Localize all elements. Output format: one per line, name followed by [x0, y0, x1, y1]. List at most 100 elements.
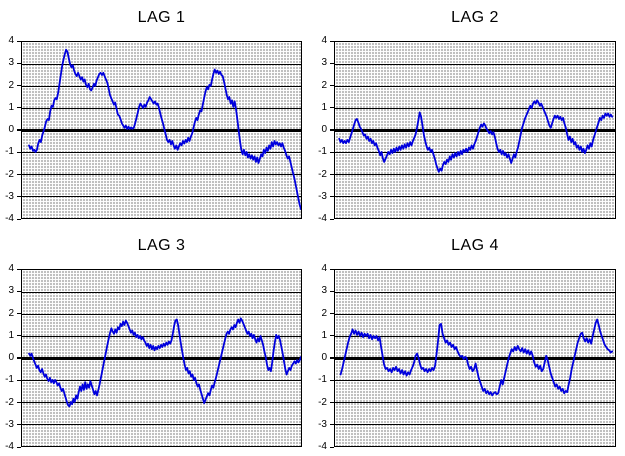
gridline — [22, 107, 301, 109]
y-tick-mark — [17, 357, 21, 359]
gridline — [22, 173, 301, 175]
y-tick-label: -3 — [318, 190, 327, 202]
y-tick-mark — [17, 196, 21, 198]
plot-area — [334, 41, 616, 219]
gridline — [22, 335, 301, 337]
y-tick-label: -2 — [5, 396, 14, 408]
y-tick-mark — [17, 446, 21, 448]
series-line-chart — [338, 99, 614, 173]
chart-panel-lag-4: LAG 4 4 3 2 1 0 -1 -2 -3 -4 — [313, 228, 625, 456]
y-tick-mark — [330, 62, 334, 64]
y-tick-label: -2 — [318, 396, 327, 408]
series-line-chart — [28, 317, 301, 408]
plot-area — [21, 269, 302, 447]
gridline — [22, 85, 301, 87]
y-tick-mark — [17, 402, 21, 403]
chart-panel-lag-2: LAG 2 4 3 2 1 0 -1 -2 -3 -4 — [313, 0, 625, 228]
y-tick-mark — [17, 129, 21, 131]
y-tick-label: 2 — [8, 79, 14, 91]
y-tick-label: 4 — [321, 263, 327, 274]
y-tick-mark — [330, 40, 334, 42]
y-tick-label: 0 — [321, 352, 327, 363]
chart-title-lag-4: LAG 4 — [451, 237, 499, 254]
chart-title-lag-3: LAG 3 — [137, 237, 186, 254]
y-tick-mark — [17, 85, 21, 86]
y-tick-mark — [330, 151, 334, 153]
plot-wrapper: 4 3 2 1 0 -1 -2 -3 -4 — [313, 263, 625, 452]
y-tick-mark — [330, 129, 334, 131]
gridline — [22, 63, 301, 65]
gridline — [335, 173, 615, 175]
zero-line — [22, 356, 301, 360]
gridline — [335, 423, 615, 425]
y-tick-label: 4 — [8, 263, 14, 274]
gridline — [335, 85, 615, 87]
y-tick-mark — [330, 196, 334, 198]
y-axis: 4 3 2 1 0 -1 -2 -3 -4 — [0, 35, 21, 224]
gridline — [22, 313, 301, 315]
y-tick-label: -2 — [5, 168, 14, 180]
y-tick-label: 1 — [8, 329, 14, 341]
y-tick-label: 2 — [8, 307, 14, 319]
y-tick-mark — [17, 62, 21, 64]
y-tick-mark — [330, 402, 334, 403]
plot-wrapper: 4 3 2 1 0 -1 -2 -3 -4 — [0, 35, 311, 224]
chart-panel-lag-3: LAG 3 4 3 2 1 0 -1 -2 -3 -4 — [0, 228, 311, 456]
y-tick-mark — [330, 218, 334, 220]
y-tick-mark — [330, 174, 334, 175]
zero-line — [335, 356, 615, 360]
gridline — [335, 195, 615, 197]
y-axis: 4 3 2 1 0 -1 -2 -3 -4 — [0, 263, 21, 452]
y-tick-mark — [17, 424, 21, 426]
gridline — [22, 423, 301, 425]
y-tick-mark — [330, 357, 334, 359]
y-tick-label: 3 — [321, 285, 327, 297]
y-tick-mark — [17, 290, 21, 292]
plot-wrapper: 4 3 2 1 0 -1 -2 -3 -4 — [0, 263, 311, 452]
y-tick-mark — [17, 151, 21, 153]
y-tick-label: -1 — [318, 374, 327, 386]
y-tick-label: 1 — [8, 101, 14, 113]
y-tick-mark — [330, 446, 334, 448]
y-tick-mark — [17, 218, 21, 220]
gridline — [335, 401, 615, 403]
y-tick-mark — [330, 107, 334, 109]
gridline — [335, 63, 615, 65]
gridline — [335, 313, 615, 315]
y-tick-label: -3 — [318, 418, 327, 430]
y-tick-label: 3 — [8, 57, 14, 69]
y-tick-label: -2 — [318, 168, 327, 180]
y-tick-mark — [17, 379, 21, 381]
y-tick-mark — [330, 268, 334, 270]
y-tick-mark — [330, 85, 334, 86]
gridline — [335, 291, 615, 293]
y-tick-label: -1 — [5, 146, 14, 158]
plot-wrapper: 4 3 2 1 0 -1 -2 -3 -4 — [313, 35, 625, 224]
y-tick-mark — [17, 335, 21, 337]
y-tick-label: 3 — [321, 57, 327, 69]
y-tick-label: 2 — [321, 307, 327, 319]
y-tick-mark — [330, 313, 334, 314]
zero-line — [22, 128, 301, 132]
y-tick-label: -1 — [5, 374, 14, 386]
y-tick-label: -4 — [318, 441, 327, 452]
y-tick-label: -4 — [5, 441, 14, 452]
gridline — [22, 195, 301, 197]
gridline — [335, 379, 615, 381]
gridline — [335, 335, 615, 337]
gridline — [22, 401, 301, 403]
y-tick-mark — [17, 174, 21, 175]
zero-line — [335, 128, 615, 132]
y-tick-label: 4 — [321, 35, 327, 46]
chart-panel-lag-1: LAG 1 4 3 2 1 0 -1 -2 -3 -4 — [0, 0, 311, 228]
y-tick-label: 0 — [8, 124, 14, 135]
y-tick-mark — [330, 335, 334, 337]
y-tick-label: 1 — [321, 329, 327, 341]
y-tick-label: 0 — [8, 352, 14, 363]
gridline — [335, 151, 615, 153]
chart-title-lag-1: LAG 1 — [137, 9, 186, 26]
y-tick-mark — [17, 40, 21, 42]
y-tick-label: -3 — [5, 190, 14, 202]
y-tick-mark — [17, 268, 21, 270]
